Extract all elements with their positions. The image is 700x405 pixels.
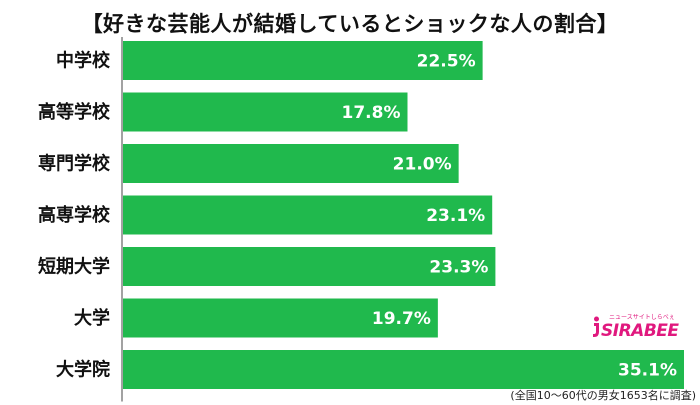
bar-4 (123, 195, 493, 235)
sirabee-logo: ニュースサイトしらべぇ SIRABEE (591, 312, 683, 342)
category-label-2: 高等学校 (38, 101, 111, 123)
category-label-7: 大学院 (56, 359, 110, 381)
bar-6 (123, 298, 438, 338)
value-label-7: 35.1% (618, 361, 677, 381)
value-label-2: 17.8% (342, 103, 401, 123)
sirabee-logo-icon (593, 316, 599, 337)
survey-note: (全国10～60代の男女1653名に調査) (510, 389, 696, 402)
bar-5 (123, 247, 496, 286)
value-label-5: 23.3% (429, 258, 488, 278)
category-label-5: 短期大学 (38, 256, 110, 278)
chart-title: 【好きな芸能人が結婚しているとショックな人の割合】 (81, 12, 619, 36)
value-label-3: 21.0% (393, 155, 452, 175)
value-label-1: 22.5% (417, 52, 476, 72)
bar-3 (123, 144, 459, 183)
category-label-1: 中学校 (56, 50, 111, 72)
bar-1 (123, 41, 483, 80)
sirabee-logo-text: SIRABEE (601, 321, 679, 341)
bar-2 (123, 92, 408, 132)
category-label-6: 大学 (74, 307, 110, 329)
value-label-4: 23.1% (426, 206, 485, 226)
bar-7 (123, 350, 684, 389)
value-label-6: 19.7% (372, 309, 431, 329)
category-label-4: 高専学校 (38, 204, 111, 226)
sirabee-logo-subtitle: ニュースサイトしらべぇ (609, 314, 675, 321)
category-label-3: 専門学校 (38, 153, 111, 175)
